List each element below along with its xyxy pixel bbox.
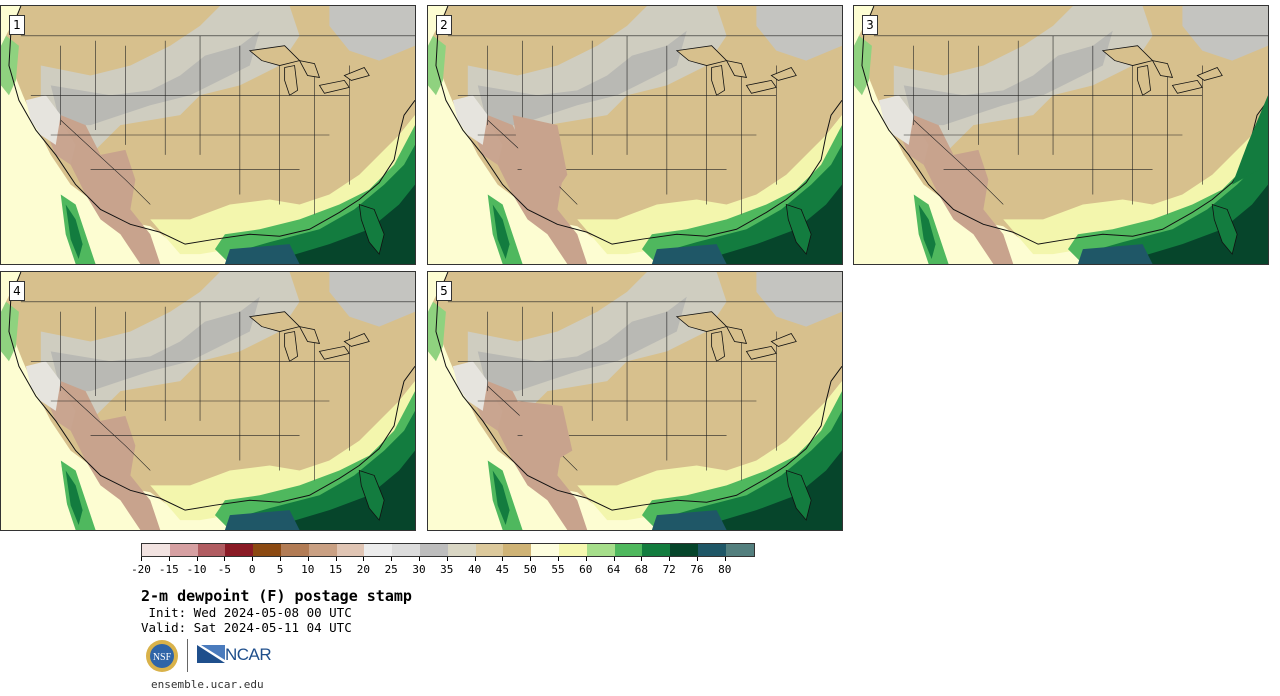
colorbar-swatch: [475, 544, 504, 556]
panel-number-label: 3: [862, 15, 878, 35]
colorbar-swatch: [697, 544, 726, 556]
forecast-panel-4: 4: [0, 271, 416, 531]
colorbar-swatch: [586, 544, 615, 556]
colorbar-tick-label: -15: [158, 563, 179, 576]
colorbar-tick-label: 80: [718, 563, 732, 576]
ncar-logo-text: NCAR: [225, 645, 272, 664]
valid-time: Valid: Sat 2024-05-11 04 UTC: [141, 620, 352, 635]
colorbar-swatch: [419, 544, 448, 556]
colorbar-tick-label: 10: [301, 563, 315, 576]
dewpoint-map-3: [854, 6, 1268, 264]
product-title: 2-m dewpoint (F) postage stamp: [141, 587, 412, 605]
colorbar-ticks: -20 -15 -10 -5 0 5 10 15 20 25 30 35 40 45 50 55 60 64 68 7…: [131, 557, 756, 579]
colorbar-tick: [502, 557, 504, 561]
colorbar-tick-label: -5: [217, 563, 232, 576]
colorbar-tick-label: 68: [634, 563, 649, 576]
colorbar-tick: [224, 557, 226, 561]
colorbar-swatch: [169, 544, 198, 556]
colorbar-swatch: [280, 544, 309, 556]
colorbar-swatch: [614, 544, 643, 556]
forecast-panel-2: 2: [427, 5, 843, 265]
colorbar-tick: [335, 557, 337, 561]
colorbar-tick: [669, 557, 671, 561]
forecast-panel-3: 3: [853, 5, 1269, 265]
colorbar-tick-label: 0: [248, 563, 256, 576]
panel-number-label: 1: [9, 15, 25, 35]
colorbar-tick: [363, 557, 365, 561]
colorbar-tick-label: 60: [579, 563, 593, 576]
dewpoint-map-4: [1, 272, 415, 530]
colorbar-tick-label: 50: [523, 563, 537, 576]
colorbar-swatch: [531, 544, 559, 556]
logo-divider: [187, 639, 188, 672]
colorbar-swatch: [336, 544, 365, 556]
colorbar-tick-label: 20: [356, 563, 371, 576]
colorbar-tick-label: -20: [131, 563, 151, 576]
colorbar-tick: [391, 557, 393, 561]
colorbar-tick: [530, 557, 532, 561]
colorbar-tick-label: 40: [467, 563, 482, 576]
dewpoint-map-1: [1, 6, 415, 264]
colorbar-tick: [697, 557, 698, 561]
colorbar-tick-label: 76: [690, 563, 704, 576]
colorbar-tick-label: 45: [495, 563, 510, 576]
colorbar-swatch: [503, 544, 532, 556]
colorbar-tick-label: 64: [606, 563, 621, 576]
colorbar-swatch: [670, 544, 698, 556]
ncar-logo-icon: [197, 645, 225, 663]
colorbar-tick-label: 15: [328, 563, 343, 576]
nsf-logo: NSF: [146, 640, 178, 672]
colorbar-tick: [558, 557, 559, 561]
colorbar-tick-label: 72: [662, 563, 676, 576]
colorbar-tick: [446, 557, 448, 561]
colorbar-tick-label: 5: [276, 563, 284, 576]
colorbar-tick-label: 25: [384, 563, 398, 576]
colorbar-tick: [613, 557, 615, 561]
colorbar-swatch: [308, 544, 337, 556]
colorbar-tick-label: 30: [412, 563, 426, 576]
colorbar-tick: [585, 557, 587, 561]
colorbar-swatch: [725, 544, 754, 556]
colorbar-tick: [307, 557, 309, 561]
dewpoint-map-5: [428, 272, 842, 530]
website-label: ensemble.ucar.edu: [151, 678, 264, 691]
init-time: Init: Wed 2024-05-08 00 UTC: [141, 605, 352, 620]
panel-number-label: 5: [436, 281, 452, 301]
colorbar-tick: [641, 557, 643, 561]
colorbar-tick: [141, 557, 142, 561]
forecast-panel-1: 1: [0, 5, 416, 265]
colorbar-tick: [280, 557, 281, 561]
colorbar-swatch: [253, 544, 281, 556]
colorbar-tick-label: 55: [551, 563, 565, 576]
colorbar-tick: [196, 557, 198, 561]
colorbar-tick: [419, 557, 420, 561]
colorbar-swatch: [392, 544, 420, 556]
colorbar-swatch: [558, 544, 587, 556]
colorbar-swatch: [142, 544, 170, 556]
dewpoint-map-2: [428, 6, 842, 264]
colorbar-tick: [724, 557, 726, 561]
forecast-panel-5: 5: [427, 271, 843, 531]
colorbar-tick-label: -10: [186, 563, 207, 576]
panel-number-label: 2: [436, 15, 452, 35]
colorbar-swatch: [447, 544, 476, 556]
colorbar-swatch: [364, 544, 393, 556]
dewpoint-colorbar: [141, 543, 755, 557]
colorbar-swatch: [225, 544, 254, 556]
colorbar-tick: [168, 557, 170, 561]
colorbar-tick-label: 35: [440, 563, 454, 576]
svg-text:NSF: NSF: [153, 652, 172, 663]
colorbar-tick: [474, 557, 476, 561]
panel-number-label: 4: [9, 281, 25, 301]
colorbar-swatch: [642, 544, 671, 556]
colorbar-tick: [252, 557, 254, 561]
colorbar-swatch: [197, 544, 226, 556]
